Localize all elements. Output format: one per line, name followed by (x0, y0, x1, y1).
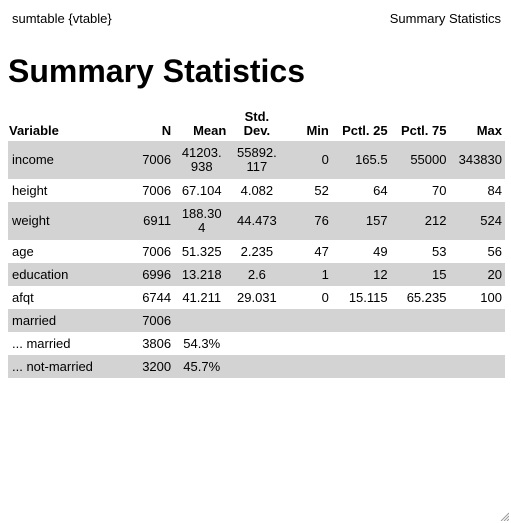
resize-grip-icon[interactable] (499, 511, 509, 521)
column-header-pctl-75: Pctl. 75 (400, 123, 447, 138)
cell-pctl-25: 64 (373, 182, 388, 198)
table-row: married 7006 (8, 309, 505, 332)
cell-std-dev: 4.082 (240, 182, 274, 198)
cell-max: 84 (487, 182, 502, 198)
cell-min: 76 (284, 202, 332, 240)
cell-pctl-75: 65.235 (406, 289, 447, 305)
cell-n: 7006 (127, 141, 175, 179)
cell-pctl-25: 15.115 (348, 289, 388, 305)
table-header-row: Variable N Mean Std. Dev. Min Pctl. 25 Pc… (8, 110, 505, 141)
cell-std-dev: 44.473 (229, 202, 285, 240)
table-row: education 6996 13.218 2.6 1 12 15 20 (8, 263, 505, 286)
cell-mean: 13.218 (174, 263, 230, 286)
page-title: Summary Statistics (8, 53, 306, 89)
cell-min (284, 355, 332, 378)
cell-n: 7006 (142, 243, 172, 259)
cell-pctl-25: 49 (373, 243, 388, 259)
cell-min: 1 (284, 263, 332, 286)
cell-pctl-75 (391, 332, 450, 355)
column-header-variable: Variable (9, 123, 59, 138)
cell-variable: ... married (12, 335, 71, 351)
cell-variable: ... not-married (8, 355, 128, 378)
cell-std-dev: 29.031 (237, 289, 277, 305)
cell-pctl-75: 70 (432, 182, 447, 198)
column-header-n: N (161, 123, 172, 138)
cell-std-dev: 2.235 (240, 243, 274, 259)
cell-mean: 67.104 (181, 182, 222, 198)
cell-mean: 41203. 938 (174, 141, 230, 179)
cell-pctl-25 (331, 355, 391, 378)
cell-pctl-25 (332, 332, 391, 355)
cell-max: 343830 (449, 141, 505, 179)
cell-std-dev (229, 355, 285, 378)
column-header-mean: Mean (193, 123, 227, 138)
cell-pctl-75 (390, 355, 450, 378)
table-row: ... not-married 3200 45.7% (8, 355, 505, 378)
cell-max (449, 332, 505, 355)
cell-variable: age (12, 243, 34, 259)
cell-variable: married (8, 309, 128, 332)
cell-variable: afqt (12, 289, 34, 305)
cell-n: 7006 (142, 182, 172, 198)
cell-std-dev: 55892. 117 (229, 141, 285, 179)
cell-n: 3806 (142, 335, 172, 351)
cell-max: 100 (480, 289, 502, 305)
cell-max: 56 (487, 243, 502, 259)
cell-max (449, 355, 505, 378)
cell-variable: income (8, 141, 128, 179)
cell-std-dev (229, 332, 284, 355)
cell-std-dev (229, 309, 285, 332)
cell-mean (174, 309, 230, 332)
cell-max (449, 309, 505, 332)
help-page-title: sumtable {vtable} (12, 11, 112, 26)
cell-n: 6996 (127, 263, 175, 286)
cell-variable: height (12, 182, 48, 198)
table-row: afqt 6744 41.211 29.031 0 15.115 65.235 … (8, 286, 505, 309)
table-row: weight 6911 188.30 4 44.473 76 157 212 52… (8, 202, 505, 240)
cell-pctl-75: 53 (432, 243, 447, 259)
table-row: income 7006 41203. 938 55892. 117 0 165.5 … (8, 141, 505, 179)
column-header-pctl-25: Pctl. 25 (342, 123, 388, 138)
cell-mean: 41.211 (182, 289, 222, 305)
cell-n: 6744 (142, 289, 172, 305)
cell-pctl-75: 15 (390, 263, 450, 286)
cell-min (284, 332, 331, 355)
title-bar: sumtable {vtable} Summary Statistics (12, 11, 501, 29)
cell-n: 6911 (127, 202, 175, 240)
cell-min: 0 (321, 289, 329, 305)
cell-pctl-75: 212 (390, 202, 450, 240)
cell-min: 52 (314, 182, 329, 198)
cell-variable: weight (8, 202, 128, 240)
cell-mean: 45.7% (174, 355, 230, 378)
cell-n: 3200 (127, 355, 175, 378)
cell-min (284, 309, 332, 332)
cell-mean: 51.325 (181, 243, 222, 259)
cell-variable: education (8, 263, 128, 286)
column-header-max: Max (476, 123, 502, 138)
cell-pctl-25: 157 (331, 202, 391, 240)
document-title: Summary Statistics (389, 11, 501, 26)
cell-pctl-25: 165.5 (331, 141, 391, 179)
cell-pctl-75 (390, 309, 450, 332)
cell-mean: 188.30 4 (174, 202, 230, 240)
cell-pctl-25 (331, 309, 391, 332)
cell-std-dev: 2.6 (229, 263, 285, 286)
summary-table: Variable N Mean Std. Dev. Min Pctl. 25 Pc… (8, 110, 505, 378)
table-row: age 7006 51.325 2.235 47 49 53 56 (8, 240, 505, 263)
cell-pctl-75: 55000 (390, 141, 450, 179)
cell-mean: 54.3% (183, 335, 221, 351)
cell-min: 47 (314, 243, 329, 259)
column-header-std-dev: Std. Dev. (243, 109, 271, 138)
cell-max: 20 (449, 263, 505, 286)
column-header-min: Min (306, 123, 329, 138)
cell-max: 524 (449, 202, 505, 240)
cell-pctl-25: 12 (331, 263, 391, 286)
cell-min: 0 (284, 141, 332, 179)
table-row: ... married 3806 54.3% (8, 332, 505, 355)
table-row: height 7006 67.104 4.082 52 64 70 84 (8, 179, 505, 202)
cell-n: 7006 (127, 309, 175, 332)
